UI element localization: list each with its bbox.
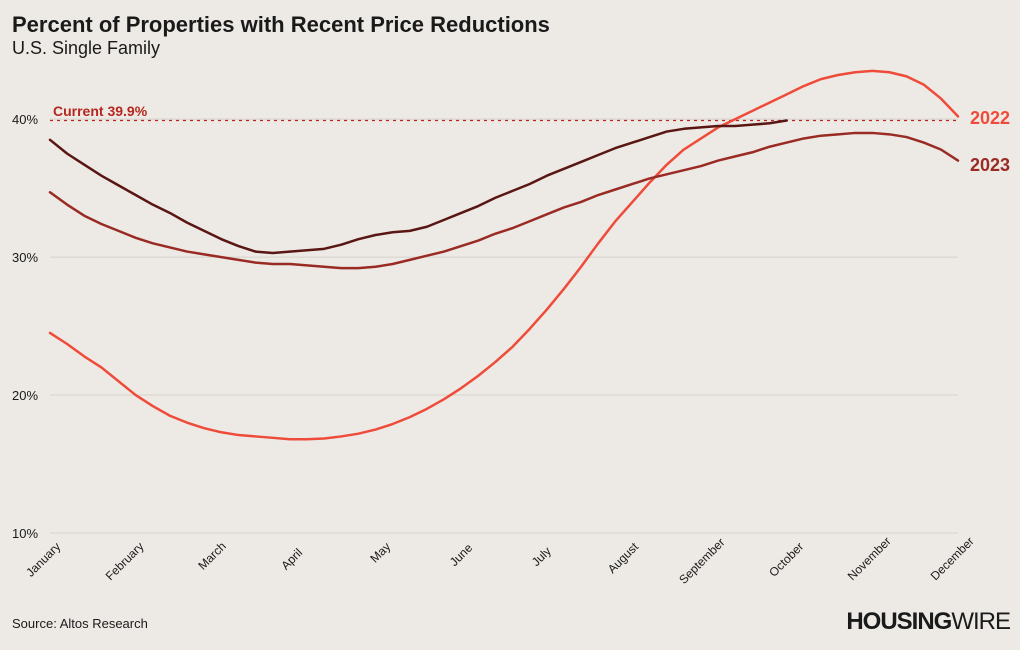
brand-logo: HOUSINGWIRE	[846, 608, 1010, 636]
series-label-1: 2023	[970, 155, 1010, 176]
series-line-2022	[50, 71, 958, 439]
series-line-2023	[50, 133, 958, 268]
y-tick-label: 10%	[12, 526, 38, 541]
chart-root: Percent of Properties with Recent Price …	[0, 0, 1020, 650]
series-line-2024	[50, 121, 787, 253]
brand-bold: HOUSING	[846, 608, 951, 635]
y-tick-label: 20%	[12, 388, 38, 403]
current-annotation: Current 39.9%	[53, 103, 147, 119]
source-text: Source: Altos Research	[12, 616, 148, 631]
brand-light: WIRE	[951, 608, 1010, 635]
y-tick-label: 30%	[12, 250, 38, 265]
series-label-0: 2022	[970, 108, 1010, 129]
y-tick-label: 40%	[12, 112, 38, 127]
